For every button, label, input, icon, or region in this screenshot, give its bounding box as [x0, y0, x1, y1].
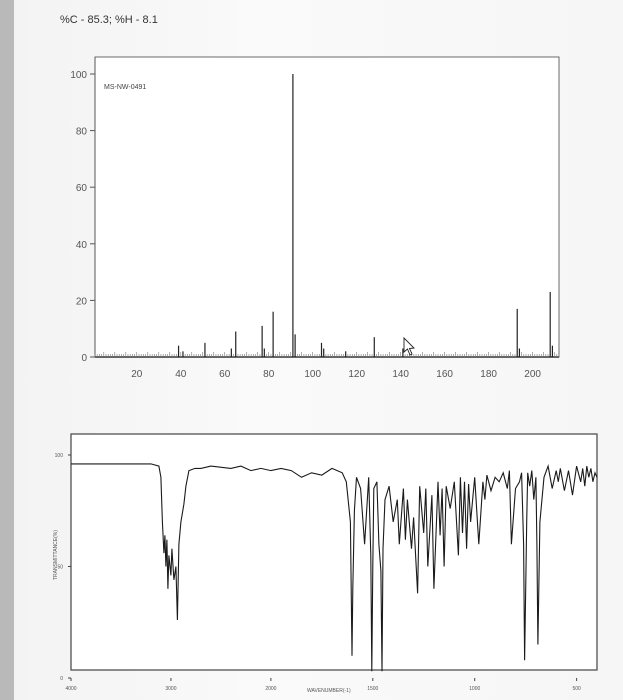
- ir-y-axis-label: TRANSMITTANCE(%): [53, 530, 59, 580]
- ir-transmittance-line: [71, 463, 598, 672]
- ms-x-tick-label: 60: [219, 369, 231, 380]
- ir-x-axis-ticks: 4000 3000 2000 1500 1000 500: [65, 678, 581, 692]
- ir-x-axis-label: WAVENUMBER(-1): [307, 688, 351, 694]
- mass-spectrum-chart: MS-NW-0491 0 20 40 60 80 100 20 40 60 80 100 120 14…: [70, 56, 560, 380]
- mouse-cursor-icon: [403, 336, 415, 356]
- ms-peaks: [177, 74, 554, 357]
- ms-x-tick-label: 80: [263, 369, 275, 380]
- composition-label: %C - 85.3; %H - 8.1: [60, 14, 158, 26]
- ms-x-tick-label: 200: [524, 369, 541, 380]
- ms-y-tick-label: 20: [76, 296, 88, 307]
- ir-y-tick-label: 50: [57, 565, 63, 571]
- ir-x-tick-label: 1500: [367, 686, 378, 692]
- ms-x-tick-label: 20: [131, 369, 143, 380]
- ir-x-tick-label: 3000: [165, 686, 176, 692]
- ms-y-tick-label: 80: [76, 127, 88, 138]
- ms-y-tick-label: 0: [81, 353, 87, 364]
- ms-x-tick-label: 40: [175, 369, 187, 380]
- ms-x-tick-label: 120: [348, 369, 365, 380]
- ms-y-tick-label: 100: [70, 70, 87, 81]
- ir-x-tick-label: 2000: [265, 686, 276, 692]
- ms-x-axis-ticks: 20 40 60 80 100 120 140 160 180 200: [131, 369, 541, 380]
- ms-y-tick-label: 40: [76, 240, 88, 251]
- ir-x-tick-label: 4000: [65, 686, 76, 692]
- ms-x-tick-label: 140: [392, 369, 409, 380]
- ms-x-tick-label: 180: [480, 369, 497, 380]
- background-edge: [0, 0, 14, 700]
- ms-y-axis-ticks: 0 20 40 60 80 100: [70, 70, 95, 364]
- ir-y-tick-label: 100: [55, 453, 64, 459]
- ms-x-tick-label: 100: [304, 369, 321, 380]
- ir-y-tick-label: 0: [60, 676, 63, 682]
- ms-y-tick-label: 60: [76, 183, 88, 194]
- ms-x-tick-label: 160: [436, 369, 453, 380]
- ir-x-tick-label: 1000: [469, 686, 480, 692]
- ir-spectrum-chart: 0 50 100 4000 3000 2000 1500 1000 500 WAVENUMBE…: [53, 433, 598, 694]
- ms-plot-area: [94, 56, 560, 358]
- ms-annotation-id: MS-NW-0491: [104, 84, 146, 91]
- ms-mz-minor-ticks: [94, 352, 560, 357]
- ir-x-tick-label: 500: [572, 686, 581, 692]
